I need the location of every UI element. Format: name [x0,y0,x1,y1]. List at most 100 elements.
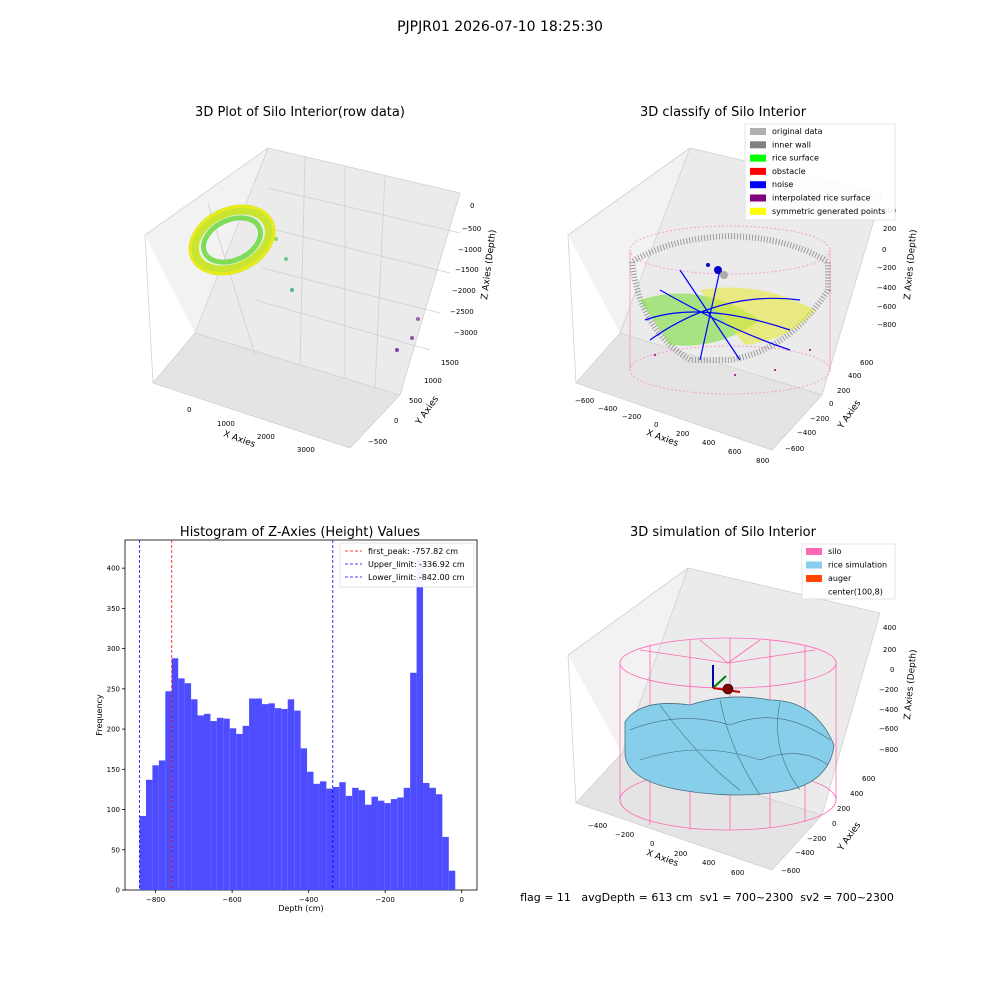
classify-xtick-7: 800 [756,457,769,465]
simulation-title: 3D simulation of Silo Interior [630,525,817,540]
hist-ytick-label: 100 [107,806,120,814]
sim-ytick-3: 0 [832,820,836,828]
hist-bar [158,760,166,890]
hist-bar [223,718,230,890]
sim-ztick-6: −800 [879,746,898,754]
hist-bar [326,788,333,890]
hist-ytick-label: 250 [107,685,120,693]
hist-xtick-label: −400 [299,896,318,904]
hist-bar [339,782,346,890]
classify-ztick-6: −800 [877,321,896,329]
hist-bar [384,803,391,890]
hist-ytick-label: 350 [107,605,120,613]
classify-title: 3D classify of Silo Interior [640,105,807,120]
classify-ylabel: Y Axies [836,398,864,431]
raw-ztick-6: −3000 [454,329,478,337]
hist-xlabel: Depth (cm) [278,904,323,913]
sim-ztick-1: 200 [883,646,896,654]
classify-legend-label: original data [772,127,823,136]
classify-xlabel: X Axies [645,428,680,449]
classify-ytick-0: −600 [785,445,804,453]
classify-legend-label: obstacle [772,167,806,176]
hist-bar [242,725,250,890]
hist-legend-label: Upper_limit: -336.92 cm [368,560,465,569]
hist-bar [416,558,424,890]
raw-ytick-4: 1500 [441,359,459,367]
classify-xtick-6: 600 [728,448,741,456]
classify-ytick-3: 0 [829,400,833,408]
hist-bar [319,781,327,890]
classify-xtick-4: 200 [676,430,689,438]
hist-bar [410,672,417,890]
sim-ytick-1: −400 [795,849,814,857]
raw-ztick-2: −1000 [458,246,482,254]
hist-ytick-label: 0 [116,887,120,895]
hist-bar [435,794,443,890]
hist-bar [332,787,340,890]
classify-ytick-4: 200 [837,387,850,395]
sim-ztick-4: −400 [879,706,898,714]
hist-yticks: 0 50 100 150 200 250 300 350 400 [107,565,125,895]
raw-panel: 3D Plot of Silo Interior(row data) 0 [144,105,499,454]
raw-xlabel: X Axies [222,429,257,450]
classify-legend-label: rice surface [772,154,819,163]
hist-ytick-label: 300 [107,645,120,653]
hist-bar [191,699,198,890]
hist-bar [274,708,282,890]
hist-bar [365,804,372,890]
figure-suptitle: PJPJR01 2026-07-10 18:25:30 [397,19,603,35]
hist-bar [300,748,308,890]
classify-legend-label: interpolated rice surface [772,194,870,203]
sim-xtick-5: 600 [731,869,744,877]
hist-ylabel: Frequency [95,694,104,736]
raw-ztick-0: 0 [470,202,474,210]
sim-ytick-4: 200 [837,805,850,813]
sim-zlabel: Z Axies (Depth) [903,649,919,720]
simulation-legend-label: center(100,8) [828,588,883,597]
hist-bar [210,721,217,890]
simulation-legend: silo rice simulation auger center(100,8) [801,543,896,600]
hist-bar [184,683,192,890]
classify-legend-label: inner wall [772,140,811,149]
hist-bar [287,699,295,890]
raw-ztick-3: −1500 [455,266,479,274]
classify-ztick-1: 200 [883,225,896,233]
sim-xtick-0: −400 [588,822,607,830]
sim-ztick-0: 400 [883,624,896,632]
hist-bar [249,698,256,890]
classify-legend-swatch [750,128,766,135]
hist-bar [171,658,179,890]
raw-xtick-3: 3000 [297,446,315,454]
hist-bar [281,708,288,890]
hist-bar [352,787,359,890]
hist-bar [397,797,404,890]
raw-xtick-1: 1000 [217,420,235,428]
classify-ytick-1: −400 [797,429,816,437]
sim-xtick-1: −200 [615,831,634,839]
hist-bar [313,783,320,890]
classify-legend-swatch [750,181,766,189]
raw-ytick-2: 500 [409,397,422,405]
classify-legend-swatch [750,141,766,149]
classify-xtick-3: 0 [654,421,658,429]
simulation-auger [712,665,741,695]
simulation-panel: 3D simulation of Silo Interior [520,525,919,904]
hist-bar [268,703,275,890]
hist-bar [152,765,159,890]
hist-bar [345,795,353,890]
hist-xtick-label: −200 [376,896,395,904]
sim-ztick-3: −200 [879,686,898,694]
simulation-legend-swatch [806,561,822,569]
hist-bar [294,710,301,890]
simulation-legend-label: auger [828,574,852,583]
classify-panel: 3D classify of Silo Interior [567,105,919,465]
hist-vlines [139,540,334,890]
sim-xtick-3: 200 [674,850,687,858]
classify-xtick-1: −400 [598,405,617,413]
sim-ztick-2: 0 [890,666,894,674]
raw-ztick-4: −2000 [452,287,476,295]
raw-xtick-0: 0 [187,406,191,414]
classify-ytick-5: 400 [848,372,861,380]
classify-points [628,225,831,395]
sim-xtick-2: 0 [650,840,654,848]
